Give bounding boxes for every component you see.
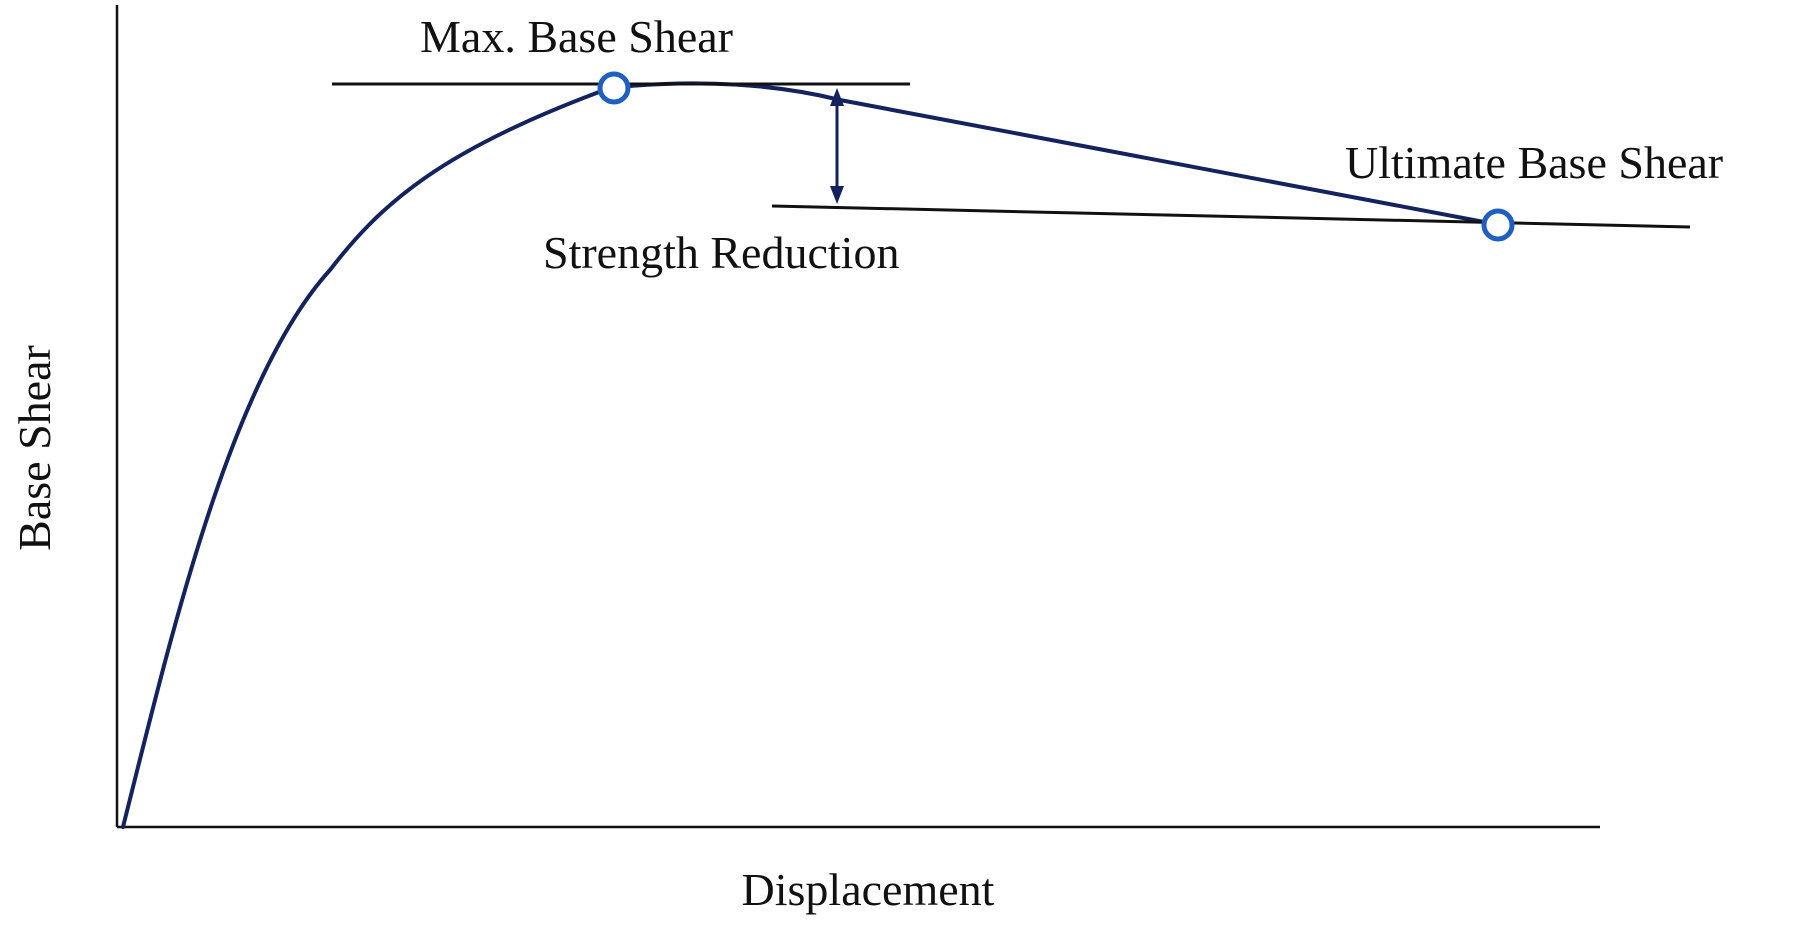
ultimate-base-shear-marker bbox=[1481, 208, 1515, 242]
x-axis-label: Displacement bbox=[742, 864, 995, 915]
ultimate-base-shear-line bbox=[771, 204, 1691, 229]
max-base-shear-marker bbox=[597, 71, 631, 105]
strength-reduction-label: Strength Reduction bbox=[543, 227, 899, 278]
y-axis-label: Base Shear bbox=[9, 345, 60, 551]
ultimate-base-shear-label: Ultimate Base Shear bbox=[1345, 137, 1723, 188]
strength-reduction-arrow bbox=[830, 88, 844, 204]
capacity-curve bbox=[121, 81, 1502, 829]
max-base-shear-label: Max. Base Shear bbox=[420, 11, 733, 62]
